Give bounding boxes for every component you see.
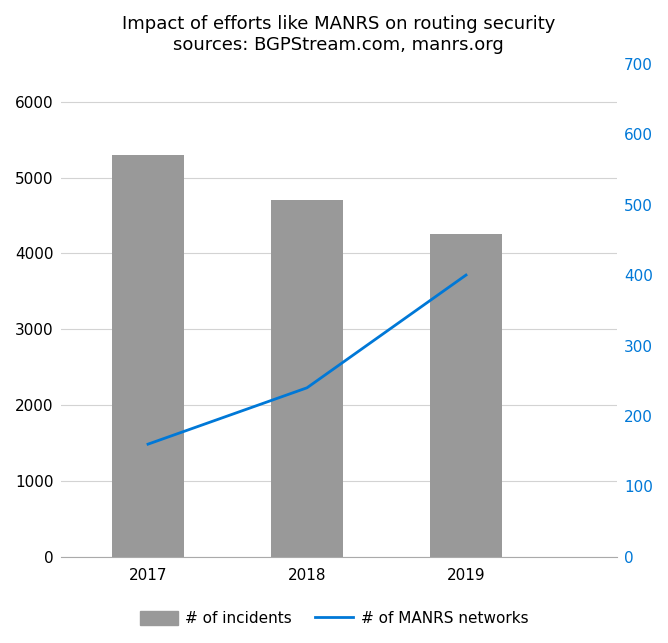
Bar <box>112 155 184 557</box>
Bar <box>271 200 343 557</box>
Bar <box>430 235 502 557</box>
Legend: # of incidents, # of MANRS networks: # of incidents, # of MANRS networks <box>134 605 534 632</box>
Title: Impact of efforts like MANRS on routing security
sources: BGPStream.com, manrs.o: Impact of efforts like MANRS on routing … <box>122 15 556 54</box>
